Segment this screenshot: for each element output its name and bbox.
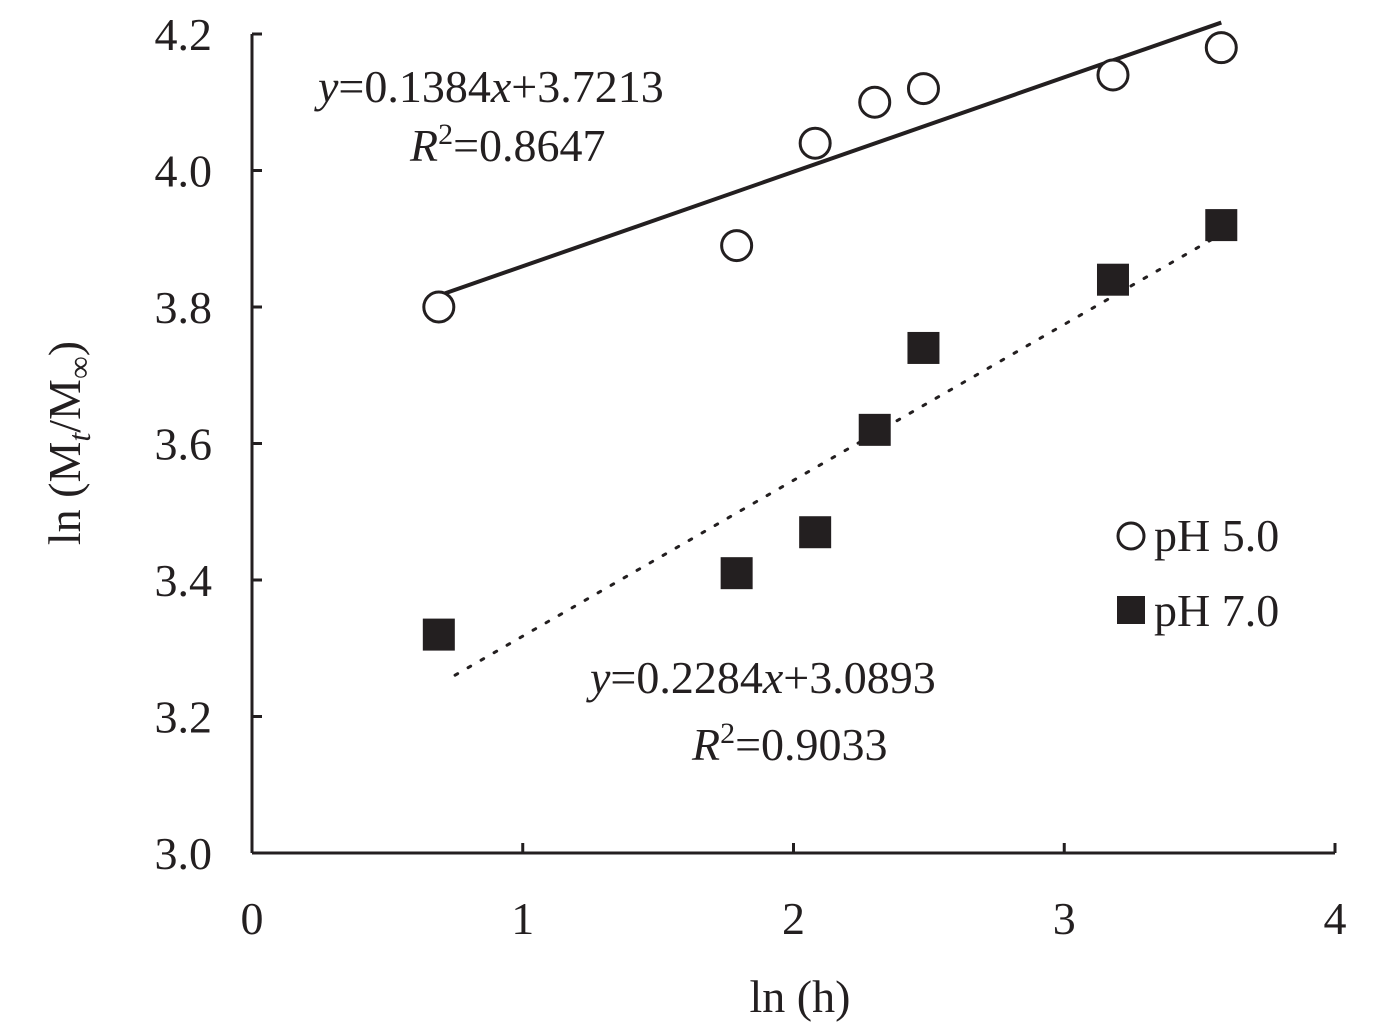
ph5-eq-x: x [490,61,512,112]
ph7-r2: R2=0.9033 [691,717,888,770]
point-series-1-5 [1096,263,1129,296]
ph5-r2: R2=0.8647 [409,118,606,171]
legend-marker-ph7 [1117,596,1145,624]
y-axis-title-mid: /M [39,379,90,433]
y-axis-title-sub-inf: ∞ [61,356,97,379]
ph7-r2-value: =0.9033 [735,719,887,770]
y-tick-label-4.2: 4.2 [155,9,213,60]
point-series-1-0 [422,618,455,651]
x-tick-label-3: 3 [1053,893,1076,944]
y-axis-title-prefix: ln (M [39,442,90,546]
y-axis-title: ln (Mt/M∞) [39,341,97,545]
point-series-0-0 [422,290,456,324]
point-series-1-4 [907,331,940,364]
point-series-0-4 [906,72,940,106]
y-ticks: 3.0 3.2 3.4 3.6 3.8 4.0 4.2 [155,9,262,879]
point-series-1-2 [799,516,832,549]
point-series-1-6 [1205,209,1238,242]
ph5-eq-y: y [314,61,339,112]
legend: pH 5.0 pH 7.0 [1116,510,1279,636]
legend-label-ph7: pH 7.0 [1154,585,1279,636]
ph5-r2-r: R [409,120,438,171]
y-axis-title-sub-t: t [61,432,97,442]
trendline-series-1 [453,232,1223,677]
legend-marker-ph5 [1116,521,1146,551]
x-tick-label-4: 4 [1324,893,1347,944]
point-series-0-1 [720,229,754,263]
ph5-eq-intercept: +3.7213 [511,61,663,112]
x-tick-label-0: 0 [241,893,264,944]
ph5-r2-sup: 2 [438,118,453,151]
data-points [422,31,1238,651]
y-tick-label-3.8: 3.8 [155,282,213,333]
y-tick-label-3.6: 3.6 [155,419,213,470]
trendlines [438,20,1223,677]
x-tick-label-2: 2 [782,893,805,944]
ph7-r2-sup: 2 [720,717,735,750]
x-tick-label-1: 1 [511,893,534,944]
y-tick-label-3.4: 3.4 [155,555,213,606]
ph5-eq-slope: =0.1384 [338,61,490,112]
ph5-equation: y=0.1384x+3.7213 [314,61,664,112]
point-series-1-1 [720,557,753,590]
x-ticks: 0 1 2 3 4 [241,843,1347,944]
ph5-r2-value: =0.8647 [453,120,605,171]
point-series-0-5 [1096,58,1130,92]
point-series-0-2 [798,126,832,160]
ph7-eq-y: y [586,652,611,703]
trendline-series-0 [438,20,1222,298]
y-tick-label-4.0: 4.0 [155,146,213,197]
point-series-0-3 [858,85,892,119]
y-tick-label-3.0: 3.0 [155,828,213,879]
y-axis-title-suffix: ) [39,341,90,356]
x-axis-title: ln (h) [750,971,851,1022]
y-tick-label-3.2: 3.2 [155,692,213,743]
ph7-eq-intercept: +3.0893 [783,652,935,703]
ph7-eq-slope: =0.2284 [610,652,762,703]
ph7-eq-x: x [762,652,784,703]
ph7-r2-r: R [691,719,720,770]
legend-label-ph5: pH 5.0 [1154,510,1279,561]
point-series-1-3 [858,413,891,446]
ph7-equation: y=0.2284x+3.0893 [586,652,936,703]
point-series-0-6 [1204,31,1238,65]
